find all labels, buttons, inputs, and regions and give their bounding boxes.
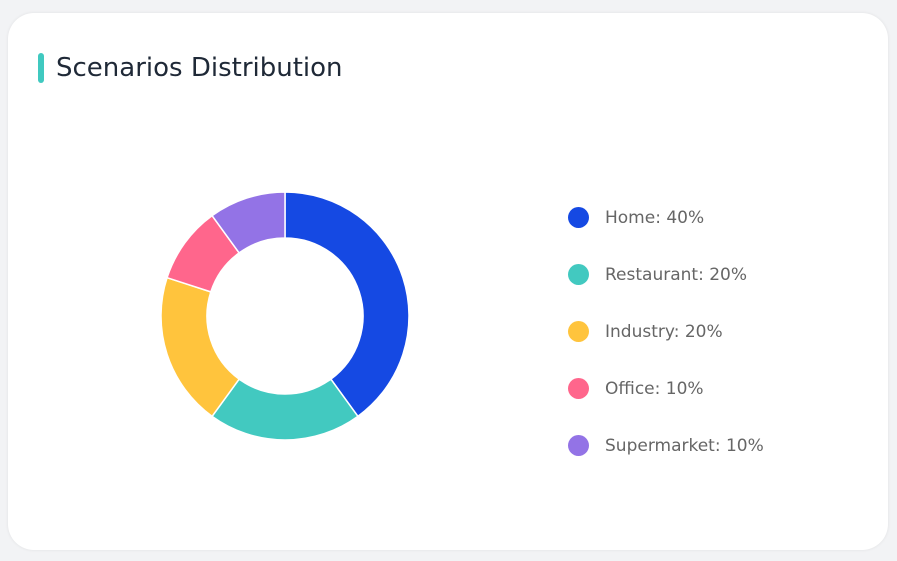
legend-item-supermarket[interactable]: Supermarket: 10% [568, 417, 764, 474]
slice-restaurant[interactable] [211, 378, 359, 441]
legend-dot-icon [568, 321, 589, 342]
legend-dot-icon [568, 264, 589, 285]
legend-dot-icon [568, 207, 589, 228]
donut-chart [160, 191, 410, 441]
legend-label: Office: 10% [605, 378, 704, 399]
legend: Home: 40% Restaurant: 20% Industry: 20% Off… [568, 189, 764, 474]
title-accent-bar [38, 53, 44, 83]
legend-label: Supermarket: 10% [605, 435, 764, 456]
legend-item-restaurant[interactable]: Restaurant: 20% [568, 246, 764, 303]
legend-dot-icon [568, 435, 589, 456]
legend-item-office[interactable]: Office: 10% [568, 360, 764, 417]
legend-dot-icon [568, 378, 589, 399]
slice-home[interactable] [284, 191, 410, 418]
legend-item-industry[interactable]: Industry: 20% [568, 303, 764, 360]
slice-supermarket[interactable] [211, 191, 286, 254]
legend-label: Home: 40% [605, 207, 705, 228]
chart-card: Scenarios Distribution Home: 40% Restaura… [8, 13, 888, 550]
legend-label: Industry: 20% [605, 321, 723, 342]
slice-industry[interactable] [160, 276, 241, 418]
card-title: Scenarios Distribution [56, 53, 343, 83]
legend-item-home[interactable]: Home: 40% [568, 189, 764, 246]
legend-label: Restaurant: 20% [605, 264, 747, 285]
